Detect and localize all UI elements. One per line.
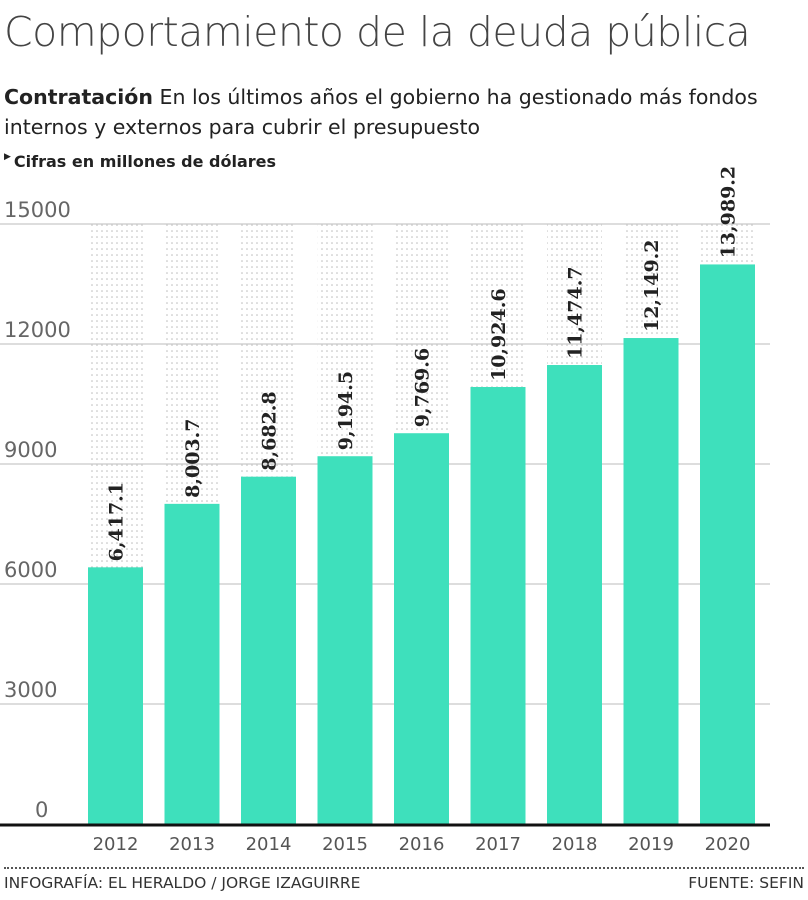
- bar-value-label: 11,474.7: [565, 266, 587, 359]
- bar-value-label: 8,682.8: [259, 391, 281, 470]
- subtitle-text: En los últimos años el gobierno ha gesti…: [4, 85, 758, 139]
- unit-note-text: Cifras en millones de dólares: [13, 152, 277, 171]
- bar-value-label: 10,924.6: [488, 288, 510, 381]
- bar-value-label: 9,194.5: [335, 371, 357, 450]
- subtitle-bold: Contratación: [4, 85, 153, 109]
- bar: [164, 503, 220, 824]
- x-tick-label: 2014: [246, 834, 292, 855]
- bar-value-label: 12,149.2: [641, 239, 663, 332]
- bar: [700, 264, 755, 824]
- x-tick-label: 2019: [628, 834, 674, 855]
- x-tick-label: 2018: [552, 834, 598, 855]
- bar-value-label: 9,769.6: [412, 348, 434, 427]
- bar: [470, 387, 526, 824]
- bar-value-label: 13,989.2: [718, 166, 740, 259]
- x-tick-label: 2020: [705, 834, 751, 855]
- triangle-icon: ▶: [4, 152, 11, 162]
- chart-title: Comportamiento de la deuda pública: [4, 8, 751, 56]
- credit: INFOGRAFÍA: EL HERALDO / JORGE IZAGUIRRE: [4, 874, 361, 892]
- bar: [394, 433, 449, 824]
- x-tick-label: 2012: [93, 834, 139, 855]
- subtitle: Contratación En los últimos años el gobi…: [4, 82, 804, 142]
- bar: [88, 567, 143, 824]
- x-tick-label: 2017: [475, 834, 521, 855]
- y-tick-label: 12000: [4, 318, 71, 342]
- y-tick-label: 15000: [4, 198, 71, 222]
- source: FUENTE: SEFIN: [688, 874, 804, 892]
- bar: [623, 338, 679, 824]
- x-tick-label: 2016: [399, 834, 445, 855]
- bar-value-label: 8,003.7: [182, 419, 204, 498]
- unit-note: ▶ Cifras en millones de dólares: [4, 152, 276, 171]
- bar: [241, 476, 296, 824]
- footer-divider: [4, 867, 804, 869]
- bar: [547, 365, 602, 824]
- bar: [317, 456, 373, 824]
- y-tick-label: 6000: [4, 558, 57, 582]
- y-tick-label: 3000: [4, 678, 57, 702]
- x-tick-label: 2015: [322, 834, 368, 855]
- y-tick-label: 0: [35, 798, 48, 822]
- bar-value-label: 6,417.1: [106, 482, 128, 561]
- x-tick-label: 2013: [169, 834, 215, 855]
- y-tick-label: 9000: [4, 438, 57, 462]
